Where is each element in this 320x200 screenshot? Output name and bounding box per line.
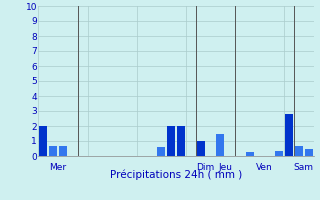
Bar bbox=[295, 146, 303, 156]
Bar bbox=[285, 114, 293, 156]
Bar bbox=[216, 134, 224, 156]
Bar bbox=[275, 151, 283, 156]
Bar bbox=[167, 126, 175, 156]
Text: Dim: Dim bbox=[196, 164, 215, 172]
Bar bbox=[49, 146, 57, 156]
Bar bbox=[177, 126, 185, 156]
Text: Ven: Ven bbox=[256, 164, 273, 172]
Bar bbox=[59, 146, 67, 156]
Text: Sam: Sam bbox=[294, 164, 314, 172]
Bar bbox=[197, 141, 204, 156]
Text: Mer: Mer bbox=[50, 164, 67, 172]
X-axis label: Précipitations 24h ( mm ): Précipitations 24h ( mm ) bbox=[110, 170, 242, 180]
Bar bbox=[246, 152, 254, 156]
Bar bbox=[157, 147, 165, 156]
Bar bbox=[305, 148, 313, 156]
Text: Jeu: Jeu bbox=[218, 164, 232, 172]
Bar bbox=[39, 126, 47, 156]
